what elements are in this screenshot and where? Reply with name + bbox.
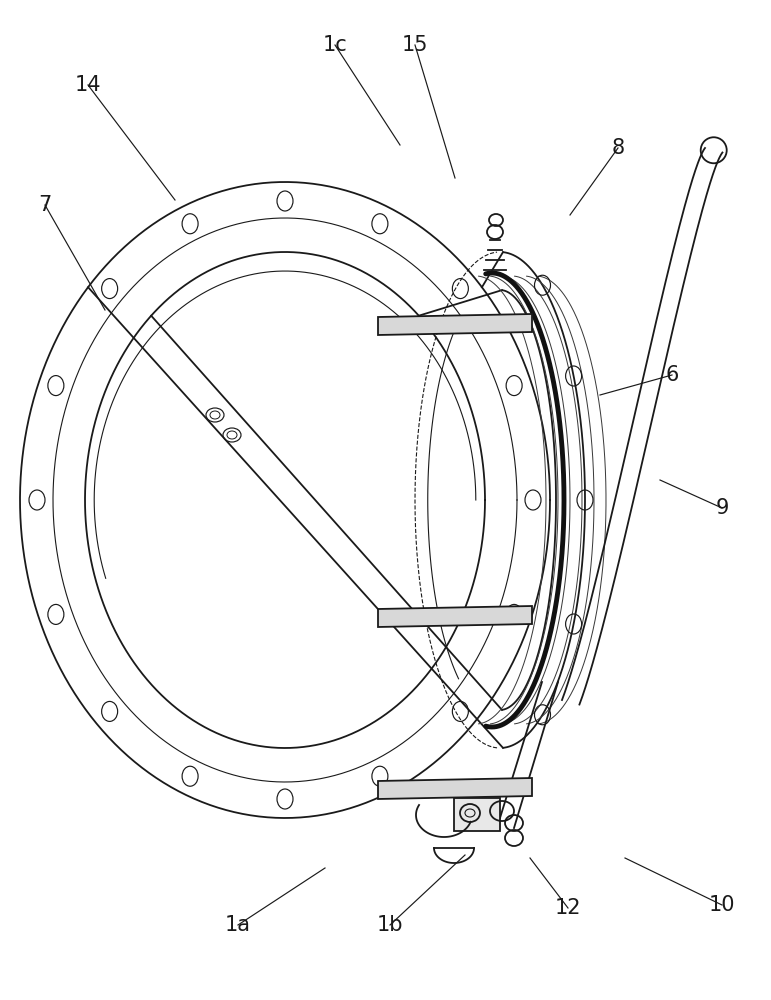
Polygon shape — [378, 778, 532, 799]
Text: 14: 14 — [75, 75, 101, 95]
Text: 15: 15 — [402, 35, 428, 55]
Text: 1b: 1b — [377, 915, 403, 935]
Polygon shape — [378, 314, 532, 335]
Text: 8: 8 — [611, 138, 625, 158]
Text: 1a: 1a — [225, 915, 251, 935]
Text: 6: 6 — [665, 365, 678, 385]
Text: 7: 7 — [39, 195, 52, 215]
Text: 10: 10 — [709, 895, 736, 915]
Polygon shape — [378, 606, 532, 627]
Polygon shape — [454, 798, 500, 831]
Text: 9: 9 — [715, 498, 729, 518]
Text: 1c: 1c — [322, 35, 348, 55]
Text: 12: 12 — [555, 898, 581, 918]
